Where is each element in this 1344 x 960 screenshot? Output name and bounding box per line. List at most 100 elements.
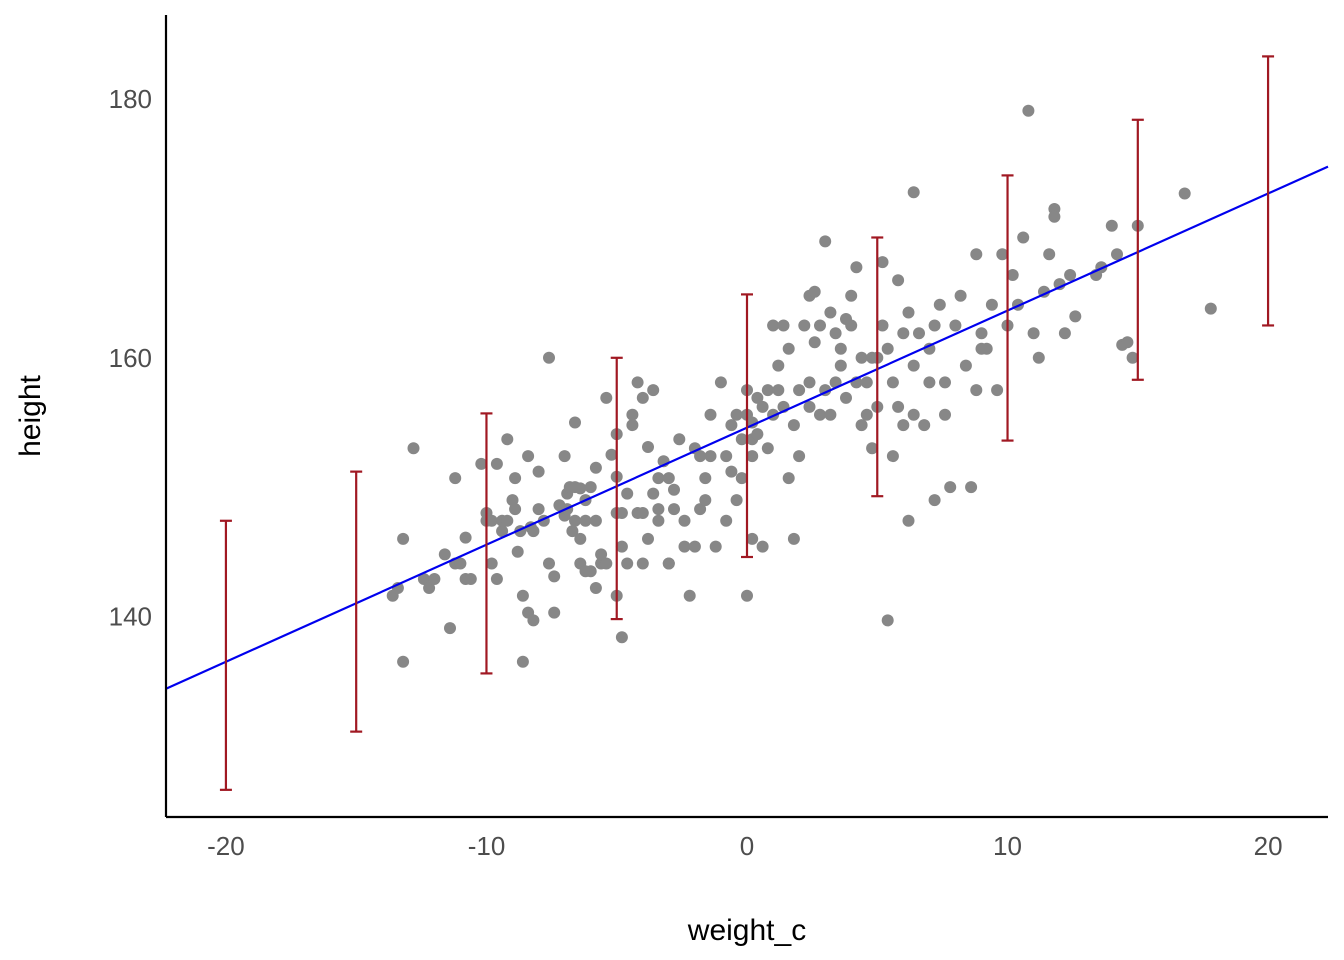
data-point	[767, 319, 780, 332]
data-point	[730, 494, 743, 507]
data-point	[834, 342, 847, 355]
data-point	[449, 472, 462, 485]
data-point	[444, 622, 456, 635]
data-point	[840, 391, 852, 404]
data-point	[886, 450, 899, 463]
data-point	[996, 248, 1009, 261]
data-point	[511, 545, 524, 558]
prediction-interval-bar	[219, 519, 232, 791]
data-point	[970, 248, 983, 261]
data-point	[860, 376, 873, 389]
data-point	[490, 573, 503, 585]
x-tick-label: 0	[740, 831, 754, 861]
data-point	[527, 525, 540, 538]
data-point	[756, 400, 769, 413]
data-point	[876, 319, 889, 332]
x-tick-label: -10	[468, 831, 506, 861]
data-point	[845, 319, 858, 332]
data-point	[501, 514, 514, 527]
data-point	[621, 557, 634, 570]
data-point	[509, 503, 522, 516]
data-point	[907, 408, 920, 421]
data-point	[866, 442, 879, 455]
data-point	[787, 419, 800, 432]
data-point	[543, 351, 555, 364]
data-point	[501, 433, 514, 446]
data-point	[668, 503, 680, 516]
data-point	[454, 557, 467, 570]
data-point	[892, 400, 905, 413]
data-point	[574, 482, 587, 495]
data-point	[636, 557, 649, 570]
data-point	[954, 289, 967, 302]
data-point	[808, 336, 821, 349]
data-point	[897, 419, 910, 432]
data-point	[907, 359, 920, 372]
data-point	[949, 319, 962, 332]
data-point	[615, 631, 628, 644]
x-tick-label: 10	[993, 831, 1022, 861]
data-point	[516, 655, 529, 668]
data-point	[897, 327, 910, 340]
data-point	[652, 514, 665, 527]
data-point	[939, 408, 951, 421]
data-point	[1064, 269, 1077, 281]
data-point	[647, 487, 660, 500]
data-point	[532, 465, 545, 478]
data-point	[438, 548, 451, 561]
data-point	[496, 525, 509, 538]
data-point	[975, 342, 988, 355]
data-point	[720, 450, 733, 463]
data-point	[605, 448, 618, 461]
data-point	[642, 441, 654, 453]
data-point	[1053, 278, 1066, 291]
data-point	[970, 384, 983, 397]
data-point	[1058, 327, 1071, 340]
data-point	[860, 408, 873, 421]
data-point	[579, 514, 592, 527]
data-point	[1022, 104, 1035, 117]
data-point	[642, 532, 654, 545]
data-point	[569, 514, 581, 527]
data-point	[761, 384, 774, 397]
data-point	[1017, 231, 1030, 244]
data-point	[1006, 269, 1019, 281]
data-point	[918, 419, 931, 432]
data-point	[902, 514, 915, 527]
data-point	[584, 565, 597, 578]
data-point	[772, 359, 785, 372]
y-axis-title: height	[14, 374, 47, 456]
prediction-interval-bar	[350, 470, 363, 733]
data-point	[704, 450, 717, 463]
prediction-interval-bar	[610, 356, 623, 621]
prediction-interval-bar	[1262, 55, 1275, 327]
data-point	[814, 408, 826, 421]
data-point	[855, 419, 868, 432]
data-point	[824, 408, 837, 421]
data-point	[834, 359, 847, 372]
data-point	[485, 514, 498, 527]
data-point	[1121, 336, 1134, 349]
data-point	[678, 514, 691, 527]
x-tick-labels: -20 -10 0 10 20	[207, 831, 1282, 861]
data-point	[1111, 248, 1123, 261]
data-point	[886, 376, 899, 389]
data-point	[626, 419, 639, 432]
data-point	[589, 461, 602, 474]
data-point	[913, 327, 925, 340]
data-point	[793, 384, 806, 397]
data-point	[548, 606, 561, 619]
data-point	[647, 384, 660, 397]
data-point	[652, 472, 665, 485]
data-point	[1126, 351, 1139, 364]
prediction-interval-bar	[1001, 174, 1014, 442]
data-point	[746, 450, 759, 463]
data-point	[725, 465, 738, 478]
data-point	[626, 408, 639, 421]
data-point	[688, 540, 701, 553]
data-point	[704, 408, 717, 421]
data-point	[939, 376, 951, 389]
data-point	[709, 540, 722, 553]
data-point	[735, 472, 748, 485]
data-point	[819, 235, 832, 248]
